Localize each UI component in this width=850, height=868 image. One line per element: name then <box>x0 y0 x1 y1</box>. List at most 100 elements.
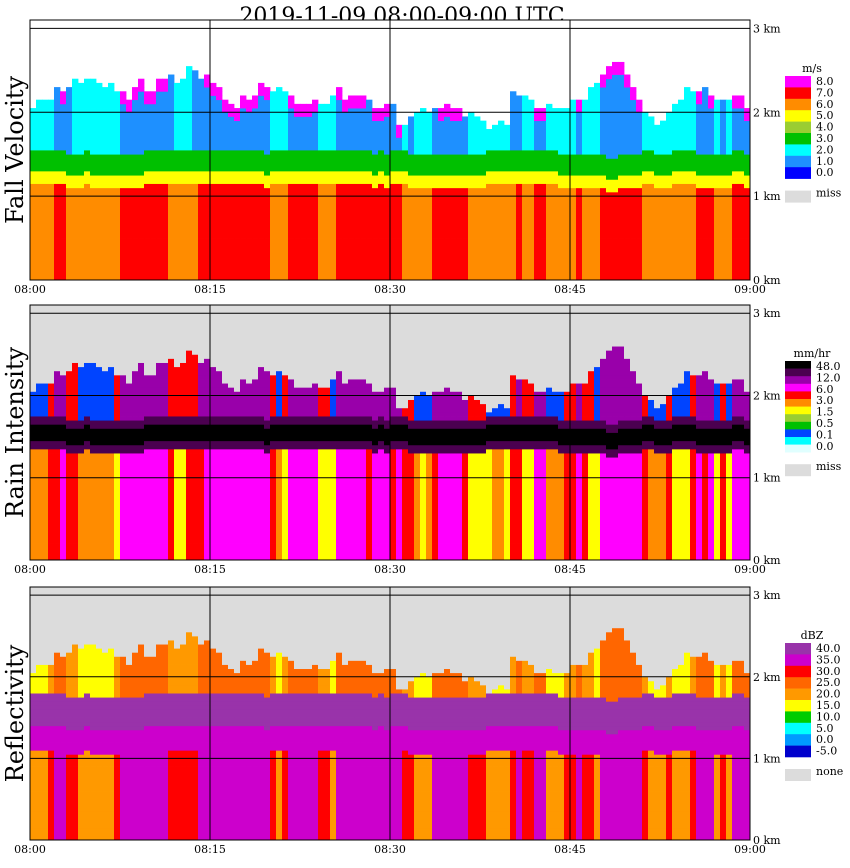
heatmap-cell <box>246 183 253 189</box>
heatmap-cell <box>180 217 187 222</box>
heatmap-cell <box>576 263 583 268</box>
heatmap-cell <box>264 267 271 273</box>
heatmap-cell <box>156 187 163 193</box>
heatmap-cell <box>384 212 391 218</box>
heatmap-cell <box>90 150 97 155</box>
heatmap-cell <box>384 116 391 122</box>
heatmap-cell <box>510 91 517 96</box>
heatmap-cell <box>450 183 457 189</box>
heatmap-cell <box>378 124 385 130</box>
heatmap-cell <box>78 242 85 247</box>
heatmap-cell <box>36 108 43 113</box>
heatmap-cell <box>414 191 421 197</box>
heatmap-cell <box>498 217 505 222</box>
heatmap-cell <box>390 275 397 281</box>
heatmap-cell <box>438 170 445 176</box>
heatmap-cell <box>150 204 157 210</box>
heatmap-cell <box>30 179 37 184</box>
heatmap-cell <box>528 145 535 151</box>
heatmap-cell <box>234 187 241 193</box>
heatmap-cell <box>588 246 595 252</box>
heatmap-cell <box>180 259 187 264</box>
panel-1: 08:00 08:15 08:30 08:45 09:000 km1 km2 km3 k… <box>1 19 842 296</box>
heatmap-cell <box>78 187 85 193</box>
heatmap-cell <box>540 137 547 143</box>
heatmap-cell <box>258 133 265 138</box>
heatmap-cell <box>462 217 469 222</box>
heatmap-cell <box>498 124 505 130</box>
heatmap-cell <box>708 103 715 109</box>
heatmap-cell <box>216 196 223 201</box>
heatmap-cell <box>84 129 91 134</box>
heatmap-cell <box>570 267 577 273</box>
heatmap-cell <box>180 91 187 96</box>
heatmap-cell <box>360 95 367 101</box>
heatmap-cell <box>702 133 709 138</box>
heatmap-cell <box>222 250 229 256</box>
heatmap-cell <box>534 263 541 268</box>
heatmap-cell <box>126 179 133 184</box>
heatmap-cell <box>78 108 85 113</box>
heatmap-cell <box>108 225 115 231</box>
heatmap-cell <box>690 112 697 117</box>
heatmap-cell <box>48 166 55 172</box>
heatmap-cell <box>324 170 331 176</box>
heatmap-cell <box>252 170 259 176</box>
heatmap-cell <box>534 108 541 113</box>
heatmap-cell <box>132 108 139 113</box>
heatmap-cell <box>342 120 349 126</box>
heatmap-cell <box>102 217 109 222</box>
heatmap-cell <box>624 259 631 264</box>
heatmap-cell <box>192 259 199 264</box>
heatmap-cell <box>228 212 235 218</box>
heatmap-cell <box>288 158 295 163</box>
heatmap-cell <box>432 242 439 247</box>
heatmap-cell <box>60 145 67 151</box>
heatmap-cell <box>282 238 289 243</box>
heatmap-cell <box>462 166 469 172</box>
heatmap-cell <box>228 267 235 273</box>
heatmap-cell <box>600 204 607 210</box>
heatmap-cell <box>462 200 469 205</box>
heatmap-cell <box>306 204 313 210</box>
heatmap-cell <box>276 187 283 193</box>
heatmap-cell <box>198 200 205 205</box>
heatmap-cell <box>186 137 193 143</box>
heatmap-cell <box>600 103 607 109</box>
heatmap-cell <box>120 204 127 210</box>
heatmap-cell <box>468 246 475 252</box>
heatmap-cell <box>564 129 571 134</box>
heatmap-cell <box>300 225 307 231</box>
heatmap-cell <box>120 217 127 222</box>
heatmap-cell <box>678 200 685 205</box>
heatmap-cell <box>642 221 649 226</box>
heatmap-cell <box>30 170 37 176</box>
heatmap-cell <box>336 246 343 252</box>
heatmap-cell <box>318 133 325 138</box>
heatmap-cell <box>90 145 97 151</box>
heatmap-cell <box>594 229 601 235</box>
heatmap-cell <box>264 233 271 239</box>
heatmap-cell <box>288 229 295 235</box>
heatmap-cell <box>522 166 529 172</box>
heatmap-cell <box>282 137 289 143</box>
heatmap-cell <box>444 120 451 126</box>
heatmap-cell <box>582 108 589 113</box>
heatmap-cell <box>108 250 115 256</box>
heatmap-cell <box>528 233 535 239</box>
heatmap-cell <box>678 175 685 180</box>
heatmap-cell <box>444 229 451 235</box>
heatmap-cell <box>192 99 199 105</box>
heatmap-cell <box>240 212 247 218</box>
heatmap-cell <box>318 179 325 184</box>
heatmap-cell <box>318 250 325 256</box>
heatmap-cell <box>540 141 547 147</box>
heatmap-cell <box>270 200 277 205</box>
heatmap-cell <box>480 263 487 268</box>
heatmap-cell <box>480 196 487 201</box>
heatmap-cell <box>294 200 301 205</box>
heatmap-cell <box>234 208 241 214</box>
heatmap-cell <box>558 179 565 184</box>
heatmap-cell <box>276 170 283 176</box>
heatmap-cell <box>198 137 205 143</box>
